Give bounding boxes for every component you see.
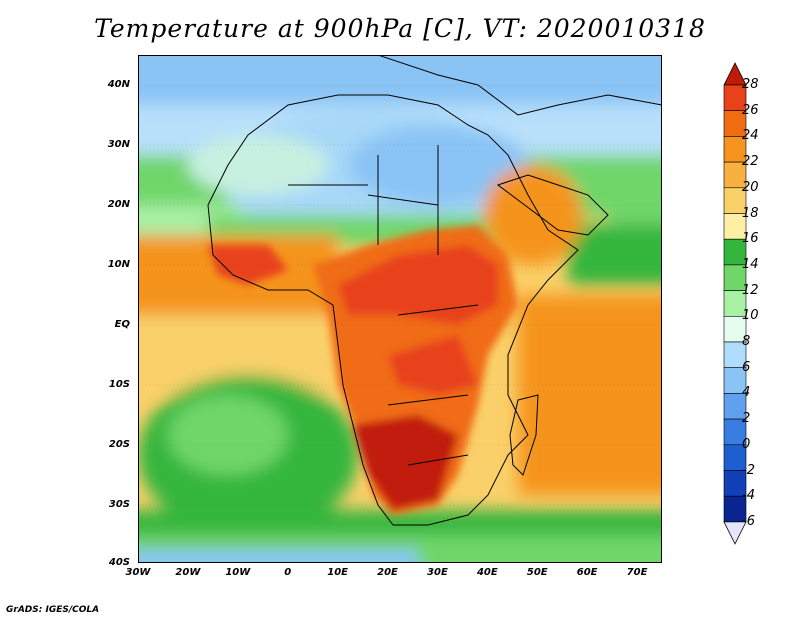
lon-tick-label: 0 (284, 567, 292, 578)
colorbar-label: -2 (742, 462, 755, 478)
lon-tick-label: 70E (626, 567, 648, 578)
colorbar-label: 14 (742, 256, 759, 272)
lat-tick-label: 10N (107, 259, 130, 270)
lat-tick-label: EQ (114, 319, 130, 330)
lat-tick-label: 40N (107, 79, 130, 90)
grads-credit: GrADS: IGES/COLA (6, 605, 100, 615)
colorbar-label: 8 (742, 334, 751, 349)
lon-tick-label: 60E (576, 567, 598, 578)
colorbar-label: 2 (742, 411, 751, 427)
temperature-map (138, 55, 662, 563)
lon-tick-label: 30E (427, 567, 448, 578)
lon-tick-label: 10W (225, 567, 251, 578)
colorbar-label: 26 (742, 102, 759, 118)
colorbar-label: 12 (742, 282, 759, 298)
colorbar-label: 10 (742, 308, 759, 324)
lat-tick-label: 30N (107, 139, 130, 150)
colorbar-bottom-arrow (723, 521, 747, 545)
colorbar-label: -4 (742, 488, 755, 504)
lon-tick-label: 40E (476, 567, 498, 578)
colorbar-label: -6 (742, 513, 755, 529)
map-title: Temperature at 900hPa [C], VT: 202001031… (94, 14, 706, 43)
colorbar-label: 20 (742, 179, 759, 195)
colorbar-label: 22 (742, 154, 759, 170)
lon-tick-label: 20E (377, 567, 398, 578)
coastlines (207, 55, 662, 526)
lat-tick-label: 10S (108, 379, 130, 390)
lat-tick-label: 20N (107, 199, 130, 210)
colorbar-label: 6 (742, 359, 751, 375)
colorbar-label: 28 (742, 77, 759, 92)
lat-tick-label: 40S (108, 557, 130, 568)
colorbar-label: 24 (742, 128, 759, 144)
lon-tick-label: 10E (327, 567, 348, 578)
lon-tick-label: 50E (526, 567, 548, 578)
colorbar-label: 4 (742, 385, 751, 401)
colorbar-label: 16 (742, 231, 759, 247)
map-frame (138, 55, 662, 563)
lon-tick-label: 30W (125, 567, 151, 578)
colorbar-label: 0 (742, 436, 751, 452)
lon-tick-label: 20W (175, 567, 201, 578)
colorbar-label: 18 (742, 205, 759, 221)
lat-tick-label: 30S (108, 499, 130, 510)
lat-tick-label: 20S (108, 439, 130, 450)
